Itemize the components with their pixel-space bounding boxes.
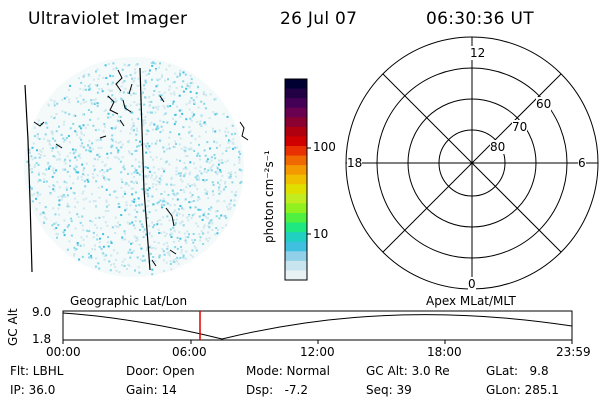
mlt-label-bottom: 0: [468, 277, 476, 291]
colorbar-segment: [285, 155, 307, 166]
timeline-x-label: 18:00: [427, 345, 462, 359]
glat-info: GLat: 9.8: [486, 364, 549, 378]
ip-info: IP: 36.0: [10, 383, 56, 397]
colorbar-segment: [285, 193, 307, 205]
colorbar-segment: [285, 184, 307, 195]
lat-label-60: 60: [536, 97, 552, 111]
uv-image-disk: [24, 57, 249, 277]
timeline-axis-title: GC Alt: [6, 308, 20, 346]
seq-info: Seq: 39: [366, 383, 412, 397]
door-info: Door: Open: [126, 364, 195, 378]
filter-info: Flt: LBHL: [10, 364, 64, 378]
lat-label-80: 80: [490, 140, 506, 154]
colorbar-segment: [285, 88, 307, 99]
colorbar-segment: [285, 107, 307, 118]
colorbar-segment: [285, 232, 307, 243]
timeline-plot: [62, 310, 573, 344]
colorbar-segment: [285, 79, 307, 90]
mlt-label-left: 18: [347, 156, 363, 170]
colorbar-segment: [285, 165, 307, 176]
colorbar-segment: [285, 241, 307, 252]
colorbar-segment: [285, 260, 307, 272]
gain-info: Gain: 14: [126, 383, 177, 397]
glon-info: GLon: 285.1: [486, 383, 559, 397]
gc-alt-info: GC Alt: 3.0 Re: [366, 364, 450, 378]
colorbar-unit-label: photon cm⁻²s⁻¹: [262, 150, 276, 243]
timeline-x-label: 23:59: [556, 345, 591, 359]
colorbar-tick-100: 100: [313, 140, 336, 154]
colorbar-segment: [285, 251, 307, 262]
timeline-x-label: 12:00: [300, 345, 335, 359]
colorbar-segment: [285, 117, 307, 128]
mlt-label-top: 12: [470, 46, 486, 60]
timeline-y-label-top: 9.0: [32, 305, 52, 319]
mode-info: Mode: Normal: [246, 364, 330, 378]
timeline-x-label: 06:00: [172, 345, 207, 359]
polar-grid: [345, 36, 599, 290]
dsp-info: Dsp: -7.2: [246, 383, 309, 397]
colorbar-segment: [285, 136, 307, 147]
colorbar-segment: [285, 174, 307, 185]
lat-label-70: 70: [512, 120, 528, 134]
colorbar-segment: [285, 222, 307, 233]
timeline-y-label-bottom: 1.8: [32, 332, 52, 346]
mlt-label-right: 6: [578, 156, 586, 170]
colorbar: [284, 78, 311, 281]
colorbar-segment: [285, 146, 307, 157]
timeline-right-label: Apex MLat/MLT: [426, 294, 516, 308]
colorbar-segment: [285, 213, 307, 224]
instrument-title: Ultraviolet Imager: [28, 9, 188, 29]
colorbar-segment: [285, 270, 307, 281]
time-label: 06:30:36 UT: [426, 9, 534, 29]
colorbar-segment: [285, 98, 307, 109]
timeline-x-label: 00:00: [46, 345, 81, 359]
colorbar-segment: [285, 203, 307, 214]
colorbar-segment: [285, 126, 307, 138]
timeline-left-label: Geographic Lat/Lon: [70, 294, 188, 308]
date-label: 26 Jul 07: [280, 9, 358, 29]
colorbar-tick-10: 10: [313, 227, 329, 241]
